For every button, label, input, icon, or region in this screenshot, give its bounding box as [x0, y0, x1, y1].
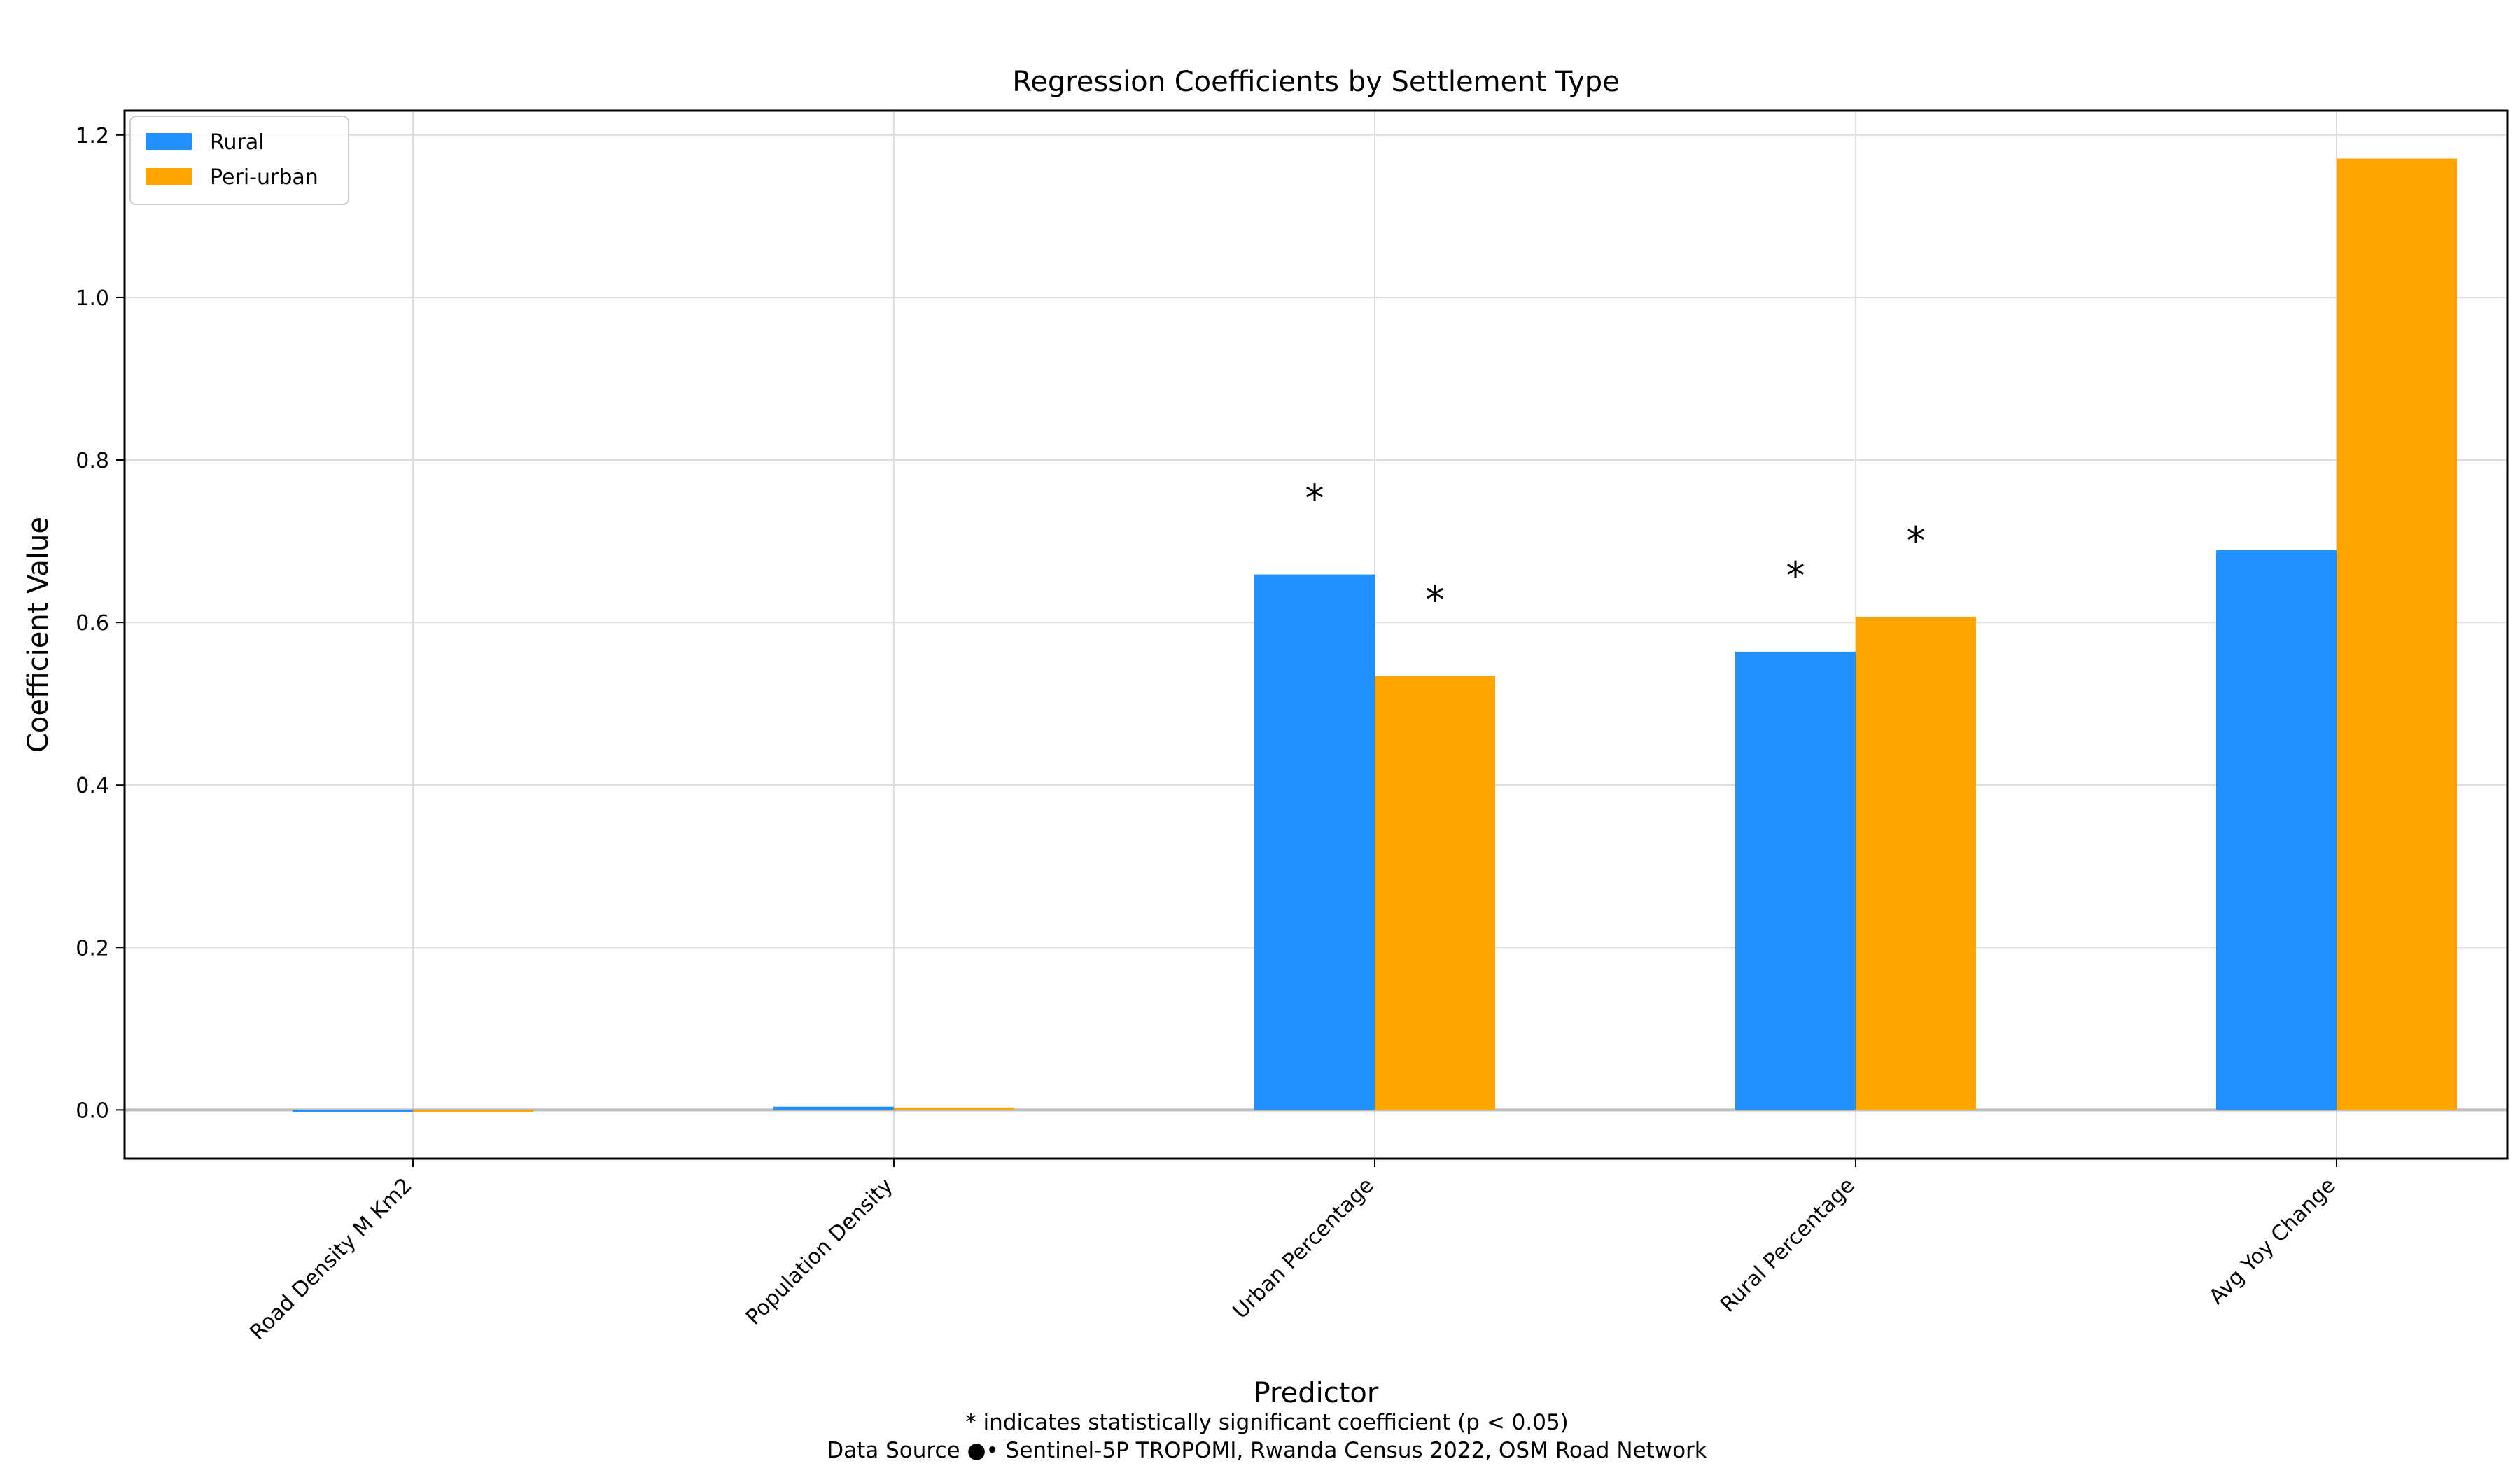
y-tick-label: 1.0: [76, 286, 109, 311]
bar-rural: [1254, 574, 1375, 1110]
significance-star: *: [1306, 477, 1324, 521]
bar-rural: [774, 1106, 894, 1110]
plot-frame: [123, 109, 2509, 1160]
bar-peri-urban: [2337, 158, 2457, 1110]
legend-swatch-peri-urban: [146, 168, 192, 185]
legend-label-rural: Rural: [210, 130, 265, 155]
bar-peri-urban: [413, 1110, 533, 1112]
bar-rural: [1735, 651, 1856, 1110]
significance-star: *: [1426, 578, 1445, 622]
significance-markers: * * * *: [1306, 477, 1926, 622]
x-tick-label: Road Density M Km2: [245, 1173, 416, 1345]
y-tick-label: 0.0: [76, 1098, 109, 1123]
legend-swatch-rural: [146, 133, 192, 150]
x-tick-label: Population Density: [741, 1173, 898, 1330]
x-tick-label: Avg Yoy Change: [2204, 1173, 2340, 1309]
significance-star: *: [1907, 519, 1926, 563]
y-tick-label: 0.4: [76, 774, 109, 798]
footnote-significance: * indicates statistically significant co…: [965, 1410, 1569, 1435]
bar-rural: [2216, 550, 2337, 1110]
y-tick-label: 0.2: [76, 936, 109, 961]
bar-rural: [293, 1110, 413, 1112]
footnote-data-source: Data Source ●• Sentinel-5P TROPOMI, Rwan…: [827, 1438, 1707, 1463]
y-tick-label: 1.2: [76, 124, 109, 148]
y-axis-title: Coefficient Value: [22, 517, 55, 753]
x-axis-title: Predictor: [1254, 1377, 1379, 1409]
legend-label-peri-urban: Peri-urban: [210, 165, 318, 190]
legend-box: [130, 116, 349, 205]
bars: [293, 158, 2457, 1112]
bar-peri-urban: [894, 1107, 1014, 1110]
y-axis-ticks: 0.0 0.2 0.4 0.6 0.8 1.0 1.2: [76, 124, 125, 1123]
x-tick-label: Urban Percentage: [1228, 1173, 1379, 1324]
bar-peri-urban: [1856, 616, 1976, 1110]
bar-peri-urban: [1375, 676, 1495, 1110]
chart-title: Regression Coefficients by Settlement Ty…: [1012, 66, 1620, 98]
y-tick-label: 0.8: [76, 449, 109, 473]
x-tick-label: Rural Percentage: [1716, 1173, 1860, 1318]
x-axis-ticks: Road Density M Km2 Population Density Urba…: [245, 1159, 2341, 1345]
legend: Rural Peri-urban: [130, 116, 349, 205]
y-tick-label: 0.6: [76, 611, 109, 636]
significance-star: *: [1786, 554, 1805, 598]
